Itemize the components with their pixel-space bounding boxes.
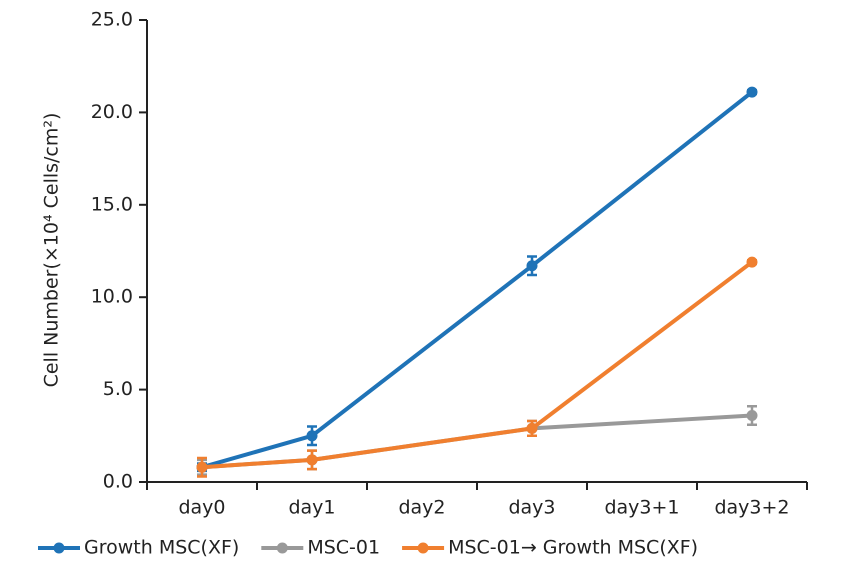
x-tick-label: day2 xyxy=(398,497,445,519)
legend-label: MSC-01→ Growth MSC(XF) xyxy=(448,537,698,559)
legend-marker xyxy=(54,543,65,554)
series-line xyxy=(202,415,752,467)
legend-marker xyxy=(277,543,288,554)
point xyxy=(527,423,538,434)
x-tick-label: day3 xyxy=(508,497,555,519)
y-tick-label: 10.0 xyxy=(91,286,133,308)
legend-marker xyxy=(418,543,429,554)
point xyxy=(307,430,318,441)
x-tick-label: day3+1 xyxy=(604,497,679,519)
point xyxy=(527,260,538,271)
point xyxy=(747,410,758,421)
y-axis-label: Cell Number(×10⁴ Cells/cm²) xyxy=(41,113,63,388)
point xyxy=(307,454,318,465)
legend-label: MSC-01 xyxy=(307,537,380,559)
legend-label: Growth MSC(XF) xyxy=(84,537,239,559)
y-tick-label: 20.0 xyxy=(91,101,133,123)
series-line xyxy=(202,262,752,467)
y-tick-label: 0.0 xyxy=(103,471,133,493)
x-tick-label: day1 xyxy=(288,497,335,519)
y-tick-label: 25.0 xyxy=(91,9,133,31)
x-tick-label: day0 xyxy=(178,497,225,519)
point xyxy=(197,462,208,473)
point xyxy=(747,257,758,268)
y-tick-label: 15.0 xyxy=(91,193,133,215)
x-tick-label: day3+2 xyxy=(714,497,789,519)
series-line xyxy=(202,92,752,467)
y-tick-label: 5.0 xyxy=(103,378,133,400)
point xyxy=(747,87,758,98)
